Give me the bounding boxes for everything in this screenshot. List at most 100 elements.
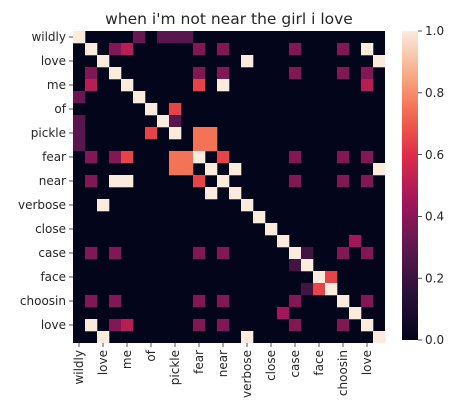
y-tick-label: love	[41, 318, 66, 332]
heatmap-cell	[169, 31, 182, 44]
heatmap-cell	[73, 127, 86, 140]
heatmap-cell	[325, 271, 338, 284]
heatmap-cell	[217, 151, 230, 164]
heatmap-cell	[265, 223, 278, 236]
heatmap-cell	[289, 259, 302, 272]
heatmap-cell	[289, 43, 302, 56]
heatmap-cell	[85, 151, 98, 164]
heatmap-cell	[121, 175, 134, 188]
heatmap-cell	[217, 247, 230, 260]
x-tick-label: wildly	[72, 350, 86, 385]
y-tick-label: love	[41, 54, 66, 68]
heatmap-cell	[241, 55, 254, 68]
x-tick-label: face	[312, 350, 326, 376]
heatmap-cell	[109, 295, 122, 308]
heatmap-cell	[73, 115, 86, 128]
heatmap-cell	[97, 199, 110, 212]
heatmap-cell	[229, 187, 242, 200]
heatmap-cell	[181, 31, 194, 44]
heatmap-cell	[85, 79, 98, 92]
colorbar-gradient	[402, 31, 418, 340]
heatmap-cell	[337, 175, 350, 188]
heatmap-cell	[157, 31, 170, 44]
heatmap-cell	[73, 31, 86, 44]
y-tick-label: face	[40, 270, 66, 284]
y-tick-label: near	[39, 174, 66, 188]
heatmap-cell	[349, 235, 362, 248]
heatmap-cell	[205, 187, 218, 200]
heatmap-cell	[157, 115, 170, 128]
heatmap-cell	[85, 67, 98, 80]
x-tick-label: of	[144, 349, 158, 361]
y-tick-label: case	[38, 246, 66, 260]
x-tick-label: near	[216, 350, 230, 377]
heatmap-cell	[277, 307, 290, 320]
heatmap-cell	[217, 295, 230, 308]
y-tick-label: verbose	[18, 198, 66, 212]
y-tick-labels: wildly love me of pickle fear near verbose close…	[18, 30, 73, 332]
heatmap-cell	[169, 151, 182, 164]
heatmap-cell	[301, 283, 314, 296]
y-tick-label: close	[35, 222, 66, 236]
heatmap-cell	[169, 163, 182, 176]
heatmap-cell	[361, 67, 374, 80]
heatmap-cell	[181, 151, 194, 164]
y-tick-label: pickle	[31, 126, 66, 140]
heatmap-cell	[337, 43, 350, 56]
x-tick-label: love	[360, 350, 374, 375]
heatmap-cell	[313, 271, 326, 284]
y-tick-label: of	[54, 102, 66, 116]
heatmap-cell	[253, 211, 266, 224]
heatmap-cell	[361, 175, 374, 188]
heatmap-cell	[289, 175, 302, 188]
heatmap-cell	[337, 151, 350, 164]
x-tick-label: close	[264, 350, 278, 381]
heatmap-cell	[109, 151, 122, 164]
heatmap-cell	[337, 67, 350, 80]
heatmap-cell	[73, 91, 86, 104]
heatmap-cell	[85, 319, 98, 332]
heatmap-cell	[361, 43, 374, 56]
heatmap-cell	[289, 319, 302, 332]
heatmap-cell	[241, 331, 254, 344]
x-tick-label: choosin	[336, 350, 350, 396]
y-tick-label: fear	[42, 150, 66, 164]
heatmap-cell	[193, 295, 206, 308]
heatmap-cell	[349, 307, 362, 320]
heatmap-cell	[289, 247, 302, 260]
heatmap-cell	[217, 43, 230, 56]
colorbar-tick-label: 0.2	[425, 271, 444, 285]
heatmap-cell	[97, 331, 110, 344]
heatmap-cell	[109, 43, 122, 56]
heatmap-cell	[337, 247, 350, 260]
heatmap-cell	[373, 163, 386, 176]
x-tick-label: fear	[192, 350, 206, 374]
heatmap-cell	[193, 319, 206, 332]
heatmap-cell	[85, 295, 98, 308]
heatmap-cell	[121, 43, 134, 56]
heatmap-cell	[361, 295, 374, 308]
heatmap-cell	[121, 151, 134, 164]
heatmap-cell	[313, 283, 326, 296]
heatmap-cell	[169, 127, 182, 140]
colorbar-tick-label: 0.8	[425, 86, 444, 100]
heatmap-cell	[361, 319, 374, 332]
heatmap-cell	[145, 127, 158, 140]
heatmap-cell	[241, 199, 254, 212]
x-tick-labels: wildly love me of pickle fear near verbose close…	[72, 343, 374, 398]
heatmap-cell	[85, 43, 98, 56]
heatmap-cell	[217, 67, 230, 80]
heatmap-cell	[277, 235, 290, 248]
y-tick-label: choosin	[20, 294, 66, 308]
heatmap-cell	[361, 151, 374, 164]
x-tick-label: verbose	[240, 350, 254, 398]
heatmap-cell	[169, 103, 182, 116]
heatmap-cell	[289, 151, 302, 164]
heatmap-cell	[133, 31, 146, 44]
y-tick-label: me	[47, 78, 66, 92]
heatmap-cell	[337, 295, 350, 308]
heatmap-cell	[205, 139, 218, 152]
heatmap-cell	[109, 67, 122, 80]
heatmap-cell	[193, 247, 206, 260]
